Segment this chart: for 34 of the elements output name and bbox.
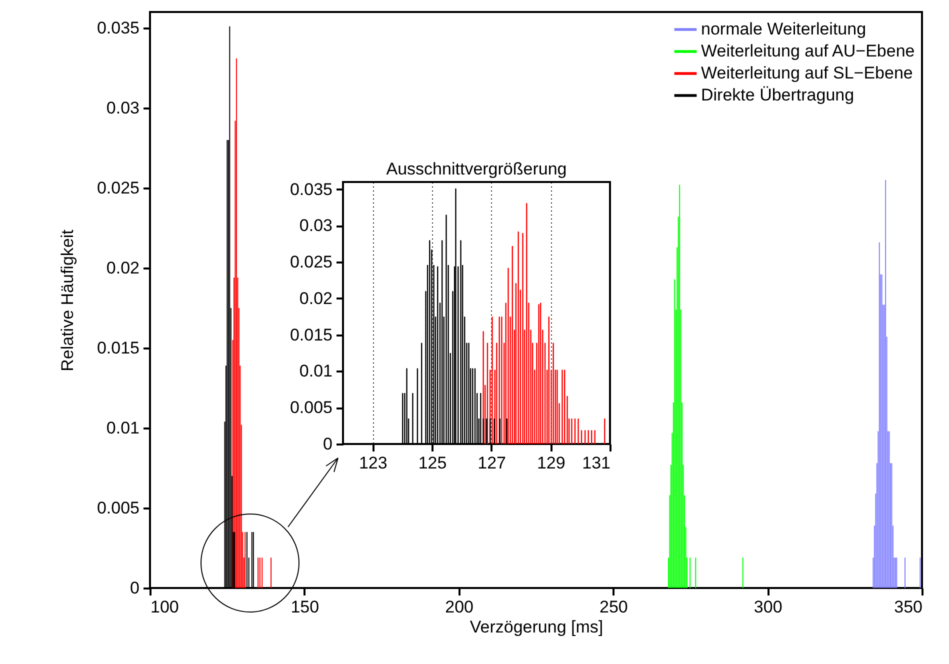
y-tick-label: 0.005 bbox=[96, 498, 140, 518]
y-tick-label: 0.035 bbox=[290, 180, 332, 199]
x-tick-label: 129 bbox=[536, 454, 566, 472]
y-axis-title: Relative Häufigkeit bbox=[58, 229, 77, 372]
x-tick-label: 250 bbox=[600, 598, 628, 616]
y-tick-label: 0 bbox=[130, 578, 140, 598]
x-axis-title: Verzögerung [ms] bbox=[470, 618, 604, 636]
chart-title: Ausschnittvergrößerung bbox=[386, 159, 567, 178]
x-tick-label: 125 bbox=[418, 454, 447, 472]
y-tick-label: 0 bbox=[323, 434, 332, 454]
x-tick-label: 131 bbox=[582, 454, 610, 472]
x-tick-label: 100 bbox=[150, 598, 179, 616]
legend-label: Direkte Übertragung bbox=[701, 86, 854, 104]
y-tick-label: 0.02 bbox=[106, 258, 140, 278]
legend-label: normale Weiterleitung bbox=[701, 20, 866, 38]
y-tick-label: 0.03 bbox=[106, 98, 140, 118]
legend-label: Weiterleitung auf AU−Ebene bbox=[701, 42, 915, 60]
legend-label: Weiterleitung auf SL−Ebene bbox=[701, 64, 913, 82]
x-tick-label: 127 bbox=[478, 454, 506, 472]
x-tick-label: 200 bbox=[445, 598, 474, 616]
x-tick-label: 150 bbox=[290, 598, 320, 616]
y-tick-label: 0.015 bbox=[96, 338, 140, 358]
x-tick-label: 123 bbox=[358, 454, 388, 472]
y-tick-label: 0.015 bbox=[290, 325, 332, 344]
x-tick-label: 350 bbox=[894, 598, 922, 616]
y-tick-label: 0.005 bbox=[290, 398, 332, 418]
y-tick-label: 0.025 bbox=[290, 252, 332, 272]
y-tick-label: 0.025 bbox=[96, 178, 140, 198]
y-tick-label: 0.03 bbox=[299, 216, 332, 236]
y-tick-label: 0.01 bbox=[106, 418, 140, 438]
x-tick-label: 300 bbox=[754, 598, 782, 616]
y-tick-label: 0.01 bbox=[299, 362, 332, 381]
y-tick-label: 0.035 bbox=[96, 18, 140, 38]
y-tick-label: 0.02 bbox=[299, 288, 332, 308]
